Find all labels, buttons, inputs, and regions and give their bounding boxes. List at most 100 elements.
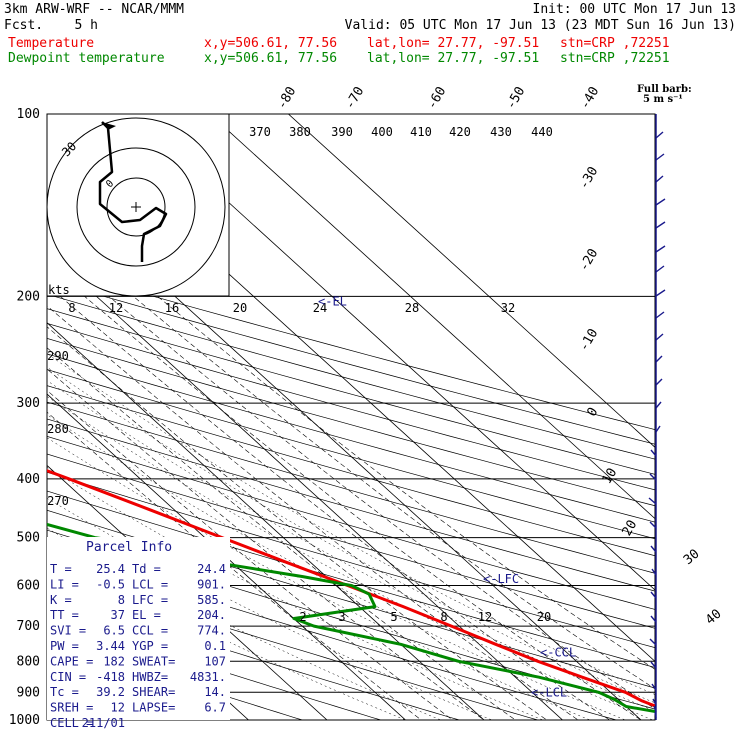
parcel-info-key: LAPSE= — [132, 701, 175, 715]
isotherm-label: 30 — [681, 547, 703, 569]
mixing-ratio-label: 8 — [440, 610, 447, 624]
parcel-info-title: Parcel Info — [86, 540, 172, 555]
wind-barb — [655, 333, 664, 341]
theta-label: 400 — [371, 125, 393, 139]
valid-time: Valid: 05 UTC Mon 17 Jun 13 (23 MDT Sun … — [344, 18, 736, 33]
parcel-info-key: SREH = — [50, 701, 93, 715]
temperature-xy: x,y=506.61, 77.56 — [204, 36, 338, 51]
dewpoint-xy: x,y=506.61, 77.56 — [204, 51, 338, 66]
wind-barb — [650, 661, 657, 669]
parcel-info-value: 182 — [103, 654, 125, 668]
mixing-ratio-line — [47, 380, 655, 712]
mixing-ratio-label: 12 — [478, 610, 492, 624]
hodograph-arrow-icon — [102, 122, 116, 130]
pressure-label: 800 — [17, 654, 40, 669]
dry-adiabat — [47, 265, 655, 430]
dry-adiabat — [47, 615, 383, 720]
pressure-label: 500 — [17, 531, 40, 546]
isotherm-label: -40 — [578, 84, 603, 112]
isotherm-label: -10 — [577, 326, 602, 354]
parcel-info-value: 901. — [197, 577, 226, 591]
dry-adiabat — [47, 490, 655, 668]
parcel-info-key: SWEAT= — [132, 654, 175, 668]
mixing-ratio-line — [47, 353, 655, 695]
parcel-info-key: Tc = — [50, 685, 79, 699]
wind-barb — [655, 198, 666, 206]
wind-barb — [655, 245, 666, 253]
forecast-hour: Fcst. 5 h — [4, 18, 98, 33]
moist-adiabat — [47, 305, 579, 720]
wind-barb — [649, 473, 657, 481]
theta-label: 440 — [531, 125, 553, 139]
temperature-legend: Temperature — [8, 36, 95, 51]
temperature-station: stn=CRP ,72251 — [560, 36, 670, 51]
wind-barb — [651, 683, 657, 691]
mixing-ratio-label: 20 — [233, 301, 247, 315]
isotherm-label: -30 — [577, 164, 602, 192]
dry-adiabat — [47, 418, 655, 592]
theta-label: 290 — [47, 349, 69, 363]
wind-barb — [655, 425, 661, 433]
isotherm-label: -50 — [504, 84, 529, 112]
parcel-info-value: 4831. — [190, 670, 226, 684]
parcel-info-value: 3.44 — [96, 639, 125, 653]
moist-adiabat — [47, 390, 454, 720]
parcel-info-value: -418 — [96, 670, 125, 684]
theta-label: 280 — [47, 422, 69, 436]
mixing-ratio-line — [47, 527, 442, 720]
mixing-ratio-label: 5 — [390, 610, 397, 624]
hodograph-units: kts — [48, 283, 70, 297]
hodograph-ring — [46, 117, 226, 297]
parcel-info-key: SHEAR= — [132, 685, 175, 699]
dry-adiabat — [47, 435, 655, 610]
hodograph-box — [46, 113, 230, 297]
dry-adiabat — [47, 592, 461, 720]
theta-label: 410 — [410, 125, 432, 139]
wind-barb — [652, 698, 657, 706]
moist-adiabat — [47, 326, 548, 720]
parcel-info-value: 211/01 — [82, 716, 125, 730]
theta-label: 430 — [490, 125, 512, 139]
pressure-label: 100 — [17, 107, 40, 122]
wind-barb — [649, 521, 657, 529]
mixing-ratio-label: 20 — [537, 610, 551, 624]
level-marker: <-LCL — [531, 686, 567, 700]
isotherm-label: -20 — [577, 246, 602, 274]
dewpoint-legend: Dewpoint temperature — [8, 51, 165, 66]
pressure-label: 900 — [17, 685, 40, 700]
isotherm-label: 0 — [585, 405, 602, 419]
parcel-info-value: -0.5 — [96, 577, 125, 591]
mixing-ratio-line — [47, 396, 654, 720]
wind-barb — [655, 355, 663, 363]
mixing-ratio-line — [47, 437, 591, 720]
mixing-ratio-label: 12 — [109, 301, 123, 315]
parcel-info-value: 6.5 — [103, 624, 125, 638]
pressure-label: 400 — [17, 472, 40, 487]
level-marker: <-LFC — [483, 572, 519, 586]
mixing-ratio-line — [47, 366, 655, 704]
parcel-info-value: 39.2 — [96, 685, 125, 699]
isotherm-line — [130, 114, 655, 591]
wind-barb — [648, 497, 657, 505]
hodograph-ring — [106, 177, 166, 237]
dry-adiabat — [47, 279, 655, 445]
dry-adiabat — [47, 338, 655, 507]
isotherm-label: -70 — [343, 84, 368, 112]
theta-label: 270 — [47, 494, 69, 508]
mixing-ratio-label: 2 — [299, 610, 306, 624]
hodograph-trace — [98, 121, 168, 262]
pressure-label: 600 — [17, 579, 40, 594]
isotherm-line — [287, 114, 655, 448]
wind-barb — [650, 591, 657, 599]
mixing-ratio-line — [47, 547, 407, 720]
moist-adiabat — [47, 284, 611, 720]
parcel-info-value: 25.4 — [96, 562, 125, 576]
parcel-info-value: 107 — [204, 654, 226, 668]
wind-barb — [650, 545, 657, 553]
dry-adiabat — [47, 353, 655, 523]
parcel-info-key: LI = — [50, 577, 79, 591]
wind-barb — [650, 615, 657, 623]
theta-label: 390 — [331, 125, 353, 139]
moist-adiabat — [47, 223, 655, 690]
parcel-info-key: SVI = — [50, 624, 86, 638]
